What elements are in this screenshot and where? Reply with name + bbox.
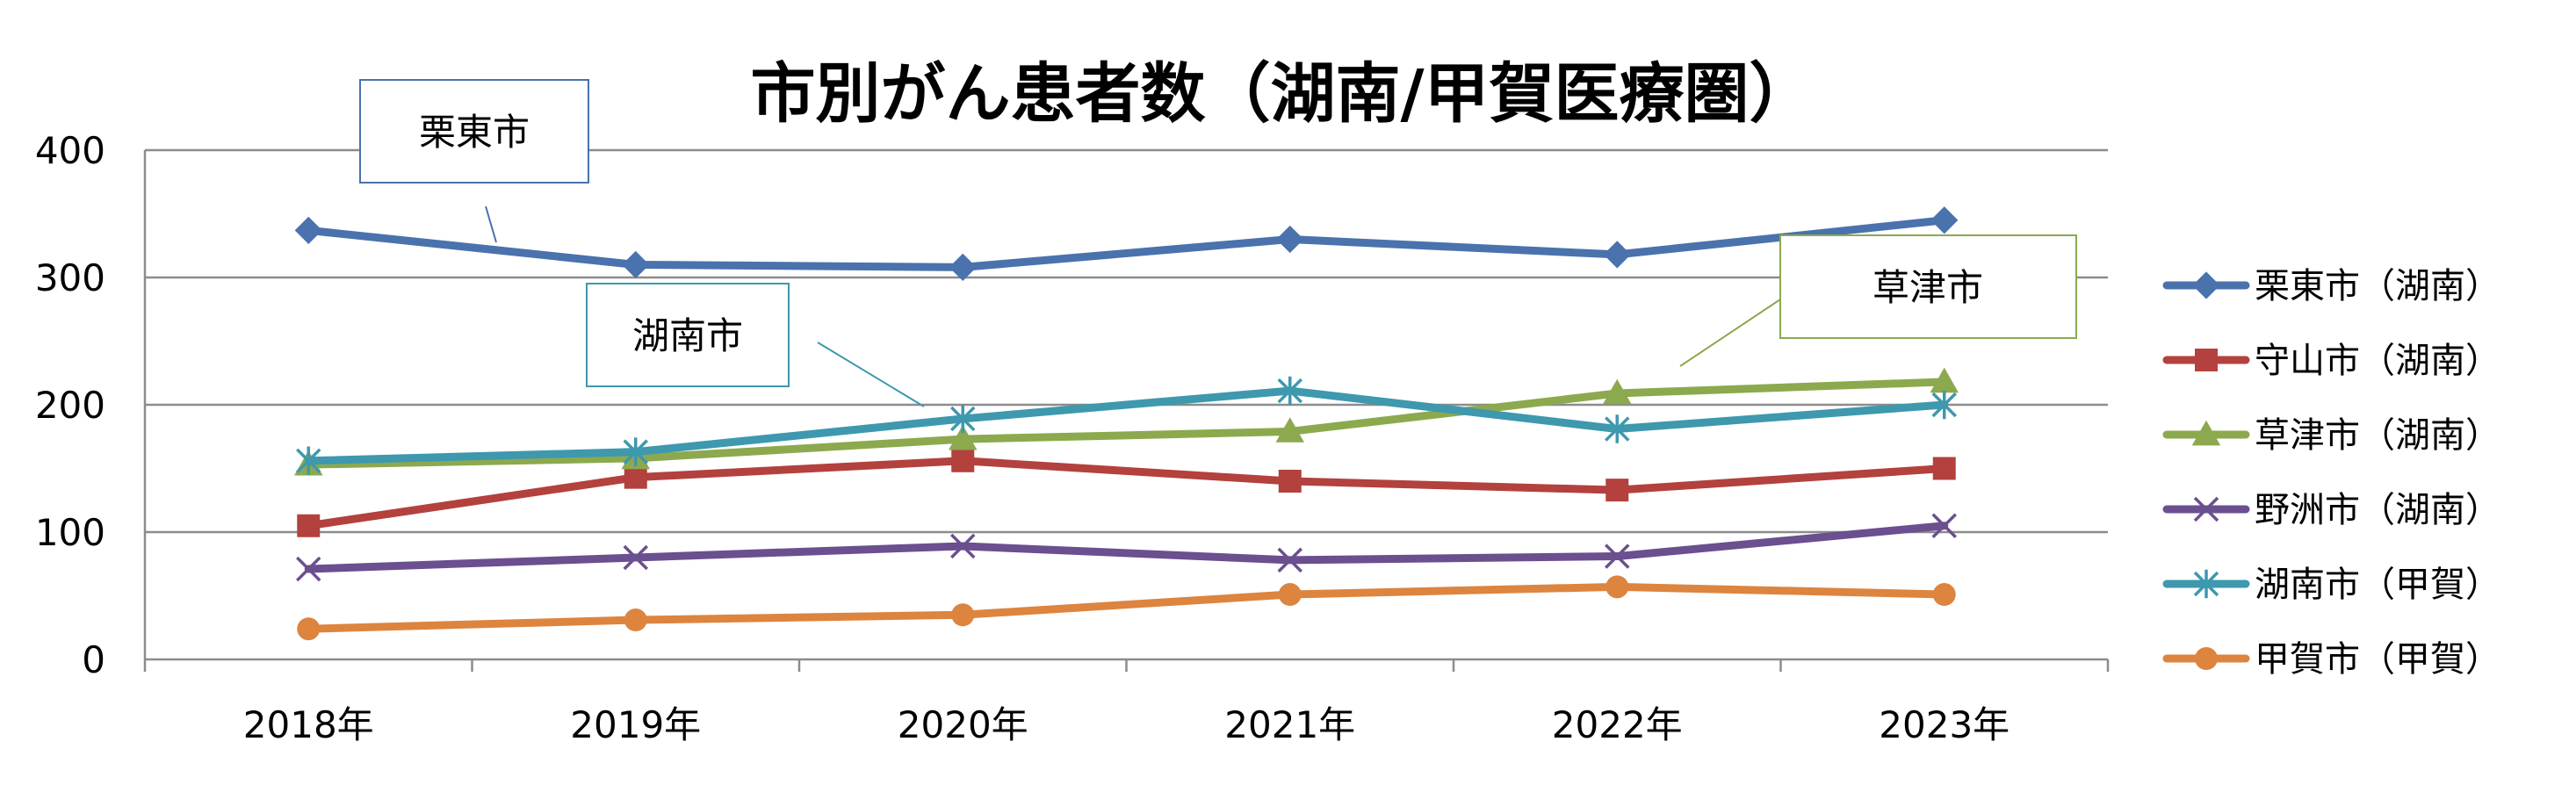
data-point: [1603, 241, 1631, 269]
data-point: [1603, 378, 1632, 405]
series: [294, 206, 1959, 281]
data-point: [1277, 376, 1302, 406]
data-point: [297, 617, 321, 641]
series: [297, 449, 1956, 537]
data-point: [296, 446, 321, 476]
legend-item: 野洲市（湖南）: [2162, 490, 2500, 530]
series-line: [304, 522, 1949, 573]
data-point: [1605, 575, 1629, 599]
data-point: [949, 424, 978, 450]
legend-item: 草津市（湖南）: [2162, 415, 2500, 456]
data-point: [951, 449, 975, 472]
series-line: [304, 378, 1949, 469]
callout-frame: [1779, 234, 2077, 339]
x-tick-label: 2022年: [1552, 703, 1683, 746]
data-point: [294, 216, 322, 244]
data-point: [297, 514, 321, 537]
legend-marker: [2192, 271, 2220, 299]
legend-marker: [2193, 569, 2219, 599]
legend-item: 守山市（湖南）: [2162, 341, 2500, 381]
y-tick-label: 300: [35, 256, 105, 299]
series: [296, 513, 1957, 582]
axes: 0 100 200 300 400 2018年 2019年 2020年 2021年 2022年 20…: [35, 129, 2110, 746]
series-line: [304, 582, 1949, 633]
series: [297, 575, 1956, 641]
data-point: [949, 253, 977, 281]
data-point: [1276, 225, 1304, 254]
data-point: [950, 404, 976, 434]
data-point: [1930, 206, 1959, 234]
callout-leader-line: [485, 205, 497, 243]
data-point: [296, 556, 321, 582]
x-tick-label: 2023年: [1879, 703, 2010, 746]
x-tick-label: 2021年: [1224, 703, 1355, 746]
data-point: [1931, 390, 1957, 420]
callout-frame: [359, 79, 589, 184]
y-tick-label: 200: [35, 384, 105, 427]
data-point: [623, 544, 648, 571]
data-point: [1605, 479, 1629, 502]
legend-marker: [2193, 496, 2219, 522]
data-point: [1930, 367, 1959, 393]
legend: 栗東市（湖南） 守山市（湖南） 草津市（湖南） 野洲市（湖南） 湖南市（甲賀） 甲賀市（甲…: [2162, 266, 2500, 680]
data-point: [1605, 544, 1630, 569]
callout-leader-line: [1679, 299, 1781, 367]
data-point: [1932, 583, 1956, 607]
data-point: [951, 603, 975, 627]
data-point: [622, 250, 650, 279]
y-tick-label: 400: [35, 129, 105, 172]
legend-label: 甲賀市（甲賀）: [2255, 639, 2500, 680]
x-tick-label: 2019年: [570, 703, 701, 746]
y-tick-label: 0: [82, 638, 105, 681]
series: [294, 367, 1959, 476]
callout-box: 草津市: [1679, 234, 2077, 367]
x-tick-label: 2020年: [898, 703, 1028, 746]
legend-label: 野洲市（湖南）: [2255, 490, 2500, 530]
callout-frame: [586, 283, 790, 387]
legend-label: 草津市（湖南）: [2255, 415, 2500, 456]
data-point: [1932, 457, 1956, 480]
callout-label: 草津市: [1872, 266, 1983, 309]
data-point: [623, 437, 648, 466]
y-tick-label: 100: [35, 511, 105, 554]
callout-box: 湖南市: [586, 283, 925, 407]
legend-label: 湖南市（甲賀）: [2255, 565, 2500, 605]
series: [296, 376, 1957, 476]
callout-label: 栗東市: [419, 111, 530, 154]
legend-marker: [2195, 647, 2218, 670]
legend-marker: [2191, 420, 2221, 446]
data-point: [1277, 547, 1302, 573]
data-point: [1605, 414, 1630, 443]
legend-label: 守山市（湖南）: [2255, 341, 2500, 381]
callout-label: 湖南市: [632, 314, 743, 357]
legend-item: 湖南市（甲賀）: [2162, 565, 2500, 605]
data-point: [1278, 583, 1302, 607]
legend-marker: [2195, 349, 2218, 371]
legend-label: 栗東市（湖南）: [2255, 266, 2500, 306]
data-point: [1275, 417, 1304, 443]
chart-title: 市別がん患者数（湖南/甲賀医療圏）: [750, 56, 1814, 132]
data-point: [624, 608, 647, 632]
series-lines: [294, 206, 1959, 641]
callout-leader-line: [817, 342, 925, 407]
legend-item: 甲賀市（甲賀）: [2162, 639, 2500, 680]
series-line: [304, 386, 1949, 465]
series-line: [304, 216, 1949, 271]
legend-item: 栗東市（湖南）: [2162, 266, 2500, 306]
callout-box: 栗東市: [359, 79, 589, 243]
data-point: [624, 465, 647, 489]
x-tick-label: 2018年: [243, 703, 374, 746]
data-point: [1278, 470, 1302, 493]
series-line: [304, 457, 1949, 530]
data-point: [1931, 513, 1957, 538]
data-point: [950, 533, 976, 559]
